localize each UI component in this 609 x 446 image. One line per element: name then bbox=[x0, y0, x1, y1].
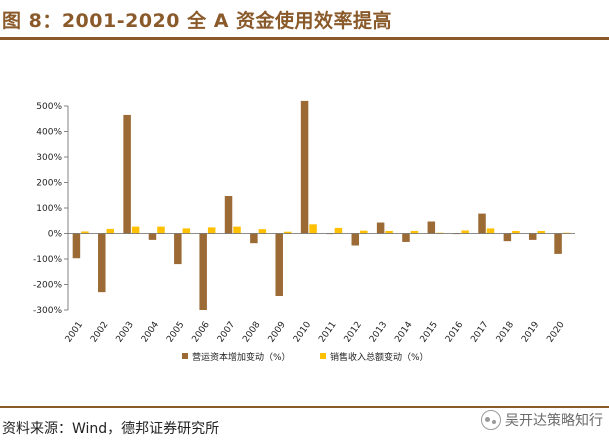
x-axis: 2001 2002 2003 2004 2005 2006 2007 2008 2009 2010… bbox=[64, 233, 575, 345]
bar-working-capital-2010 bbox=[300, 100, 309, 234]
legend: 营运资本增加变动（%） 销售收入总额变动（%） bbox=[182, 351, 429, 363]
bar-working-capital-2017 bbox=[478, 213, 486, 234]
bar-sales-2017 bbox=[486, 228, 495, 234]
x-tick-label: 2007 bbox=[216, 320, 237, 344]
x-tick-label: 2019 bbox=[520, 320, 541, 345]
bar-working-capital-2002 bbox=[98, 233, 106, 293]
bar-working-capital-2009 bbox=[275, 233, 283, 296]
bar-sales-2005 bbox=[182, 228, 191, 234]
bar-working-capital-2019 bbox=[528, 233, 537, 240]
legend-swatch-2 bbox=[320, 353, 326, 359]
x-tick-label: 2001 bbox=[64, 320, 85, 344]
bar-sales-2008 bbox=[258, 229, 267, 234]
bar-sales-2006 bbox=[207, 227, 216, 234]
bar-working-capital-2012 bbox=[351, 233, 360, 246]
bars bbox=[72, 100, 571, 310]
x-tick-label: 2020 bbox=[545, 320, 566, 345]
bar-working-capital-2014 bbox=[402, 233, 410, 242]
bar-working-capital-2020 bbox=[554, 233, 562, 254]
watermark: 吴开达策略知行 bbox=[481, 410, 603, 430]
watermark-text: 吴开达策略知行 bbox=[505, 413, 603, 429]
bar-sales-2012 bbox=[360, 230, 368, 234]
x-tick-label: 2006 bbox=[191, 320, 212, 345]
y-tick-label: -100% bbox=[33, 255, 62, 265]
bar-sales-2001 bbox=[81, 231, 89, 234]
x-tick-label: 2013 bbox=[368, 320, 389, 344]
bar-sales-2013 bbox=[385, 230, 393, 234]
x-tick-label: 2016 bbox=[444, 320, 465, 345]
x-tick-label: 2014 bbox=[393, 320, 414, 345]
bar-sales-2014 bbox=[410, 230, 419, 234]
bar-sales-2019 bbox=[537, 230, 545, 234]
x-tick-label: 2017 bbox=[469, 320, 490, 344]
y-tick-label: 100% bbox=[36, 204, 62, 214]
bar-working-capital-2005 bbox=[174, 233, 182, 265]
y-tick-label: 500% bbox=[36, 102, 62, 112]
y-tick-label: -200% bbox=[33, 281, 62, 291]
x-tick-label: 2009 bbox=[267, 320, 288, 345]
figure-title: 图 8：2001-2020 全 A 资金使用效率提高 bbox=[2, 10, 393, 32]
y-axis: -300% -200% -100% 0% 100% 200% 300% 400% 500% bbox=[33, 102, 69, 316]
bar-working-capital-2007 bbox=[224, 196, 233, 234]
x-tick-label: 2003 bbox=[115, 320, 136, 344]
bar-sales-2004 bbox=[157, 226, 165, 234]
bar-working-capital-2015 bbox=[427, 221, 436, 234]
y-tick-label: 0% bbox=[48, 230, 63, 240]
y-tick-label: 400% bbox=[36, 128, 62, 138]
bar-sales-2007 bbox=[233, 226, 241, 234]
y-tick-label: 200% bbox=[36, 179, 62, 189]
bar-sales-2011 bbox=[334, 227, 343, 234]
bar-working-capital-2003 bbox=[123, 114, 131, 234]
x-tick-label: 2002 bbox=[89, 320, 110, 344]
footer-divider bbox=[0, 406, 609, 408]
bar-working-capital-2013 bbox=[376, 222, 385, 234]
y-tick-label: -300% bbox=[33, 306, 62, 316]
x-tick-label: 2011 bbox=[317, 320, 338, 344]
bar-working-capital-2006 bbox=[199, 233, 207, 310]
x-tick-label: 2015 bbox=[419, 320, 440, 344]
legend-swatch-1 bbox=[182, 353, 188, 359]
x-tick-label: 2005 bbox=[165, 320, 186, 344]
legend-label-2: 销售收入总额变动（%） bbox=[330, 351, 429, 363]
bar-working-capital-2001 bbox=[72, 233, 81, 259]
x-tick-label: 2010 bbox=[292, 320, 313, 345]
bar-working-capital-2004 bbox=[148, 233, 157, 240]
title-divider bbox=[0, 37, 609, 40]
legend-label-1: 营运资本增加变动（%） bbox=[192, 351, 291, 363]
bar-working-capital-2008 bbox=[250, 233, 258, 244]
bar-sales-2003 bbox=[131, 226, 140, 234]
x-tick-label: 2018 bbox=[495, 320, 516, 345]
x-tick-label: 2008 bbox=[241, 320, 262, 345]
bar-sales-2010 bbox=[309, 224, 317, 234]
y-tick-label: 300% bbox=[36, 153, 62, 163]
bar-sales-2016 bbox=[461, 230, 469, 234]
bar-sales-2018 bbox=[512, 230, 520, 234]
wechat-icon bbox=[481, 410, 501, 430]
bar-chart: -300% -200% -100% 0% 100% 200% 300% 400% 500% 20… bbox=[33, 100, 575, 363]
bar-sales-2009 bbox=[283, 231, 292, 234]
bar-working-capital-2018 bbox=[503, 233, 512, 242]
x-tick-label: 2004 bbox=[140, 320, 161, 345]
x-tick-label: 2012 bbox=[343, 320, 364, 344]
source-note: 资料来源：Wind，德邦证券研究所 bbox=[2, 421, 220, 437]
bar-sales-2002 bbox=[106, 228, 115, 234]
